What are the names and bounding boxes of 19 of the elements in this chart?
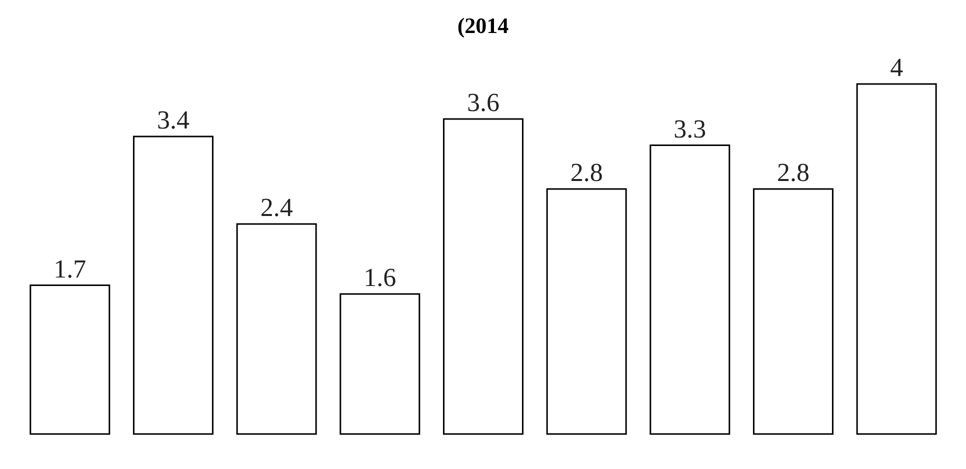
chart-title: (2014 [456,12,510,40]
bar [546,188,627,435]
data-label: 4 [890,53,904,82]
bar [442,118,524,435]
bar [236,223,317,435]
bar [30,284,110,435]
bar [650,144,730,435]
data-label: 2.8 [776,158,810,187]
data-label: 2.8 [570,158,603,187]
data-label: 3.4 [156,106,190,134]
bar [340,293,420,435]
data-label: 3.6 [466,88,500,117]
bar [856,83,937,435]
data-label: 3.3 [674,114,706,144]
data-label: 1.7 [54,254,86,284]
data-label: 1.6 [364,263,396,292]
bar [132,136,214,435]
bar [752,188,834,435]
data-label: 2.4 [260,193,293,222]
